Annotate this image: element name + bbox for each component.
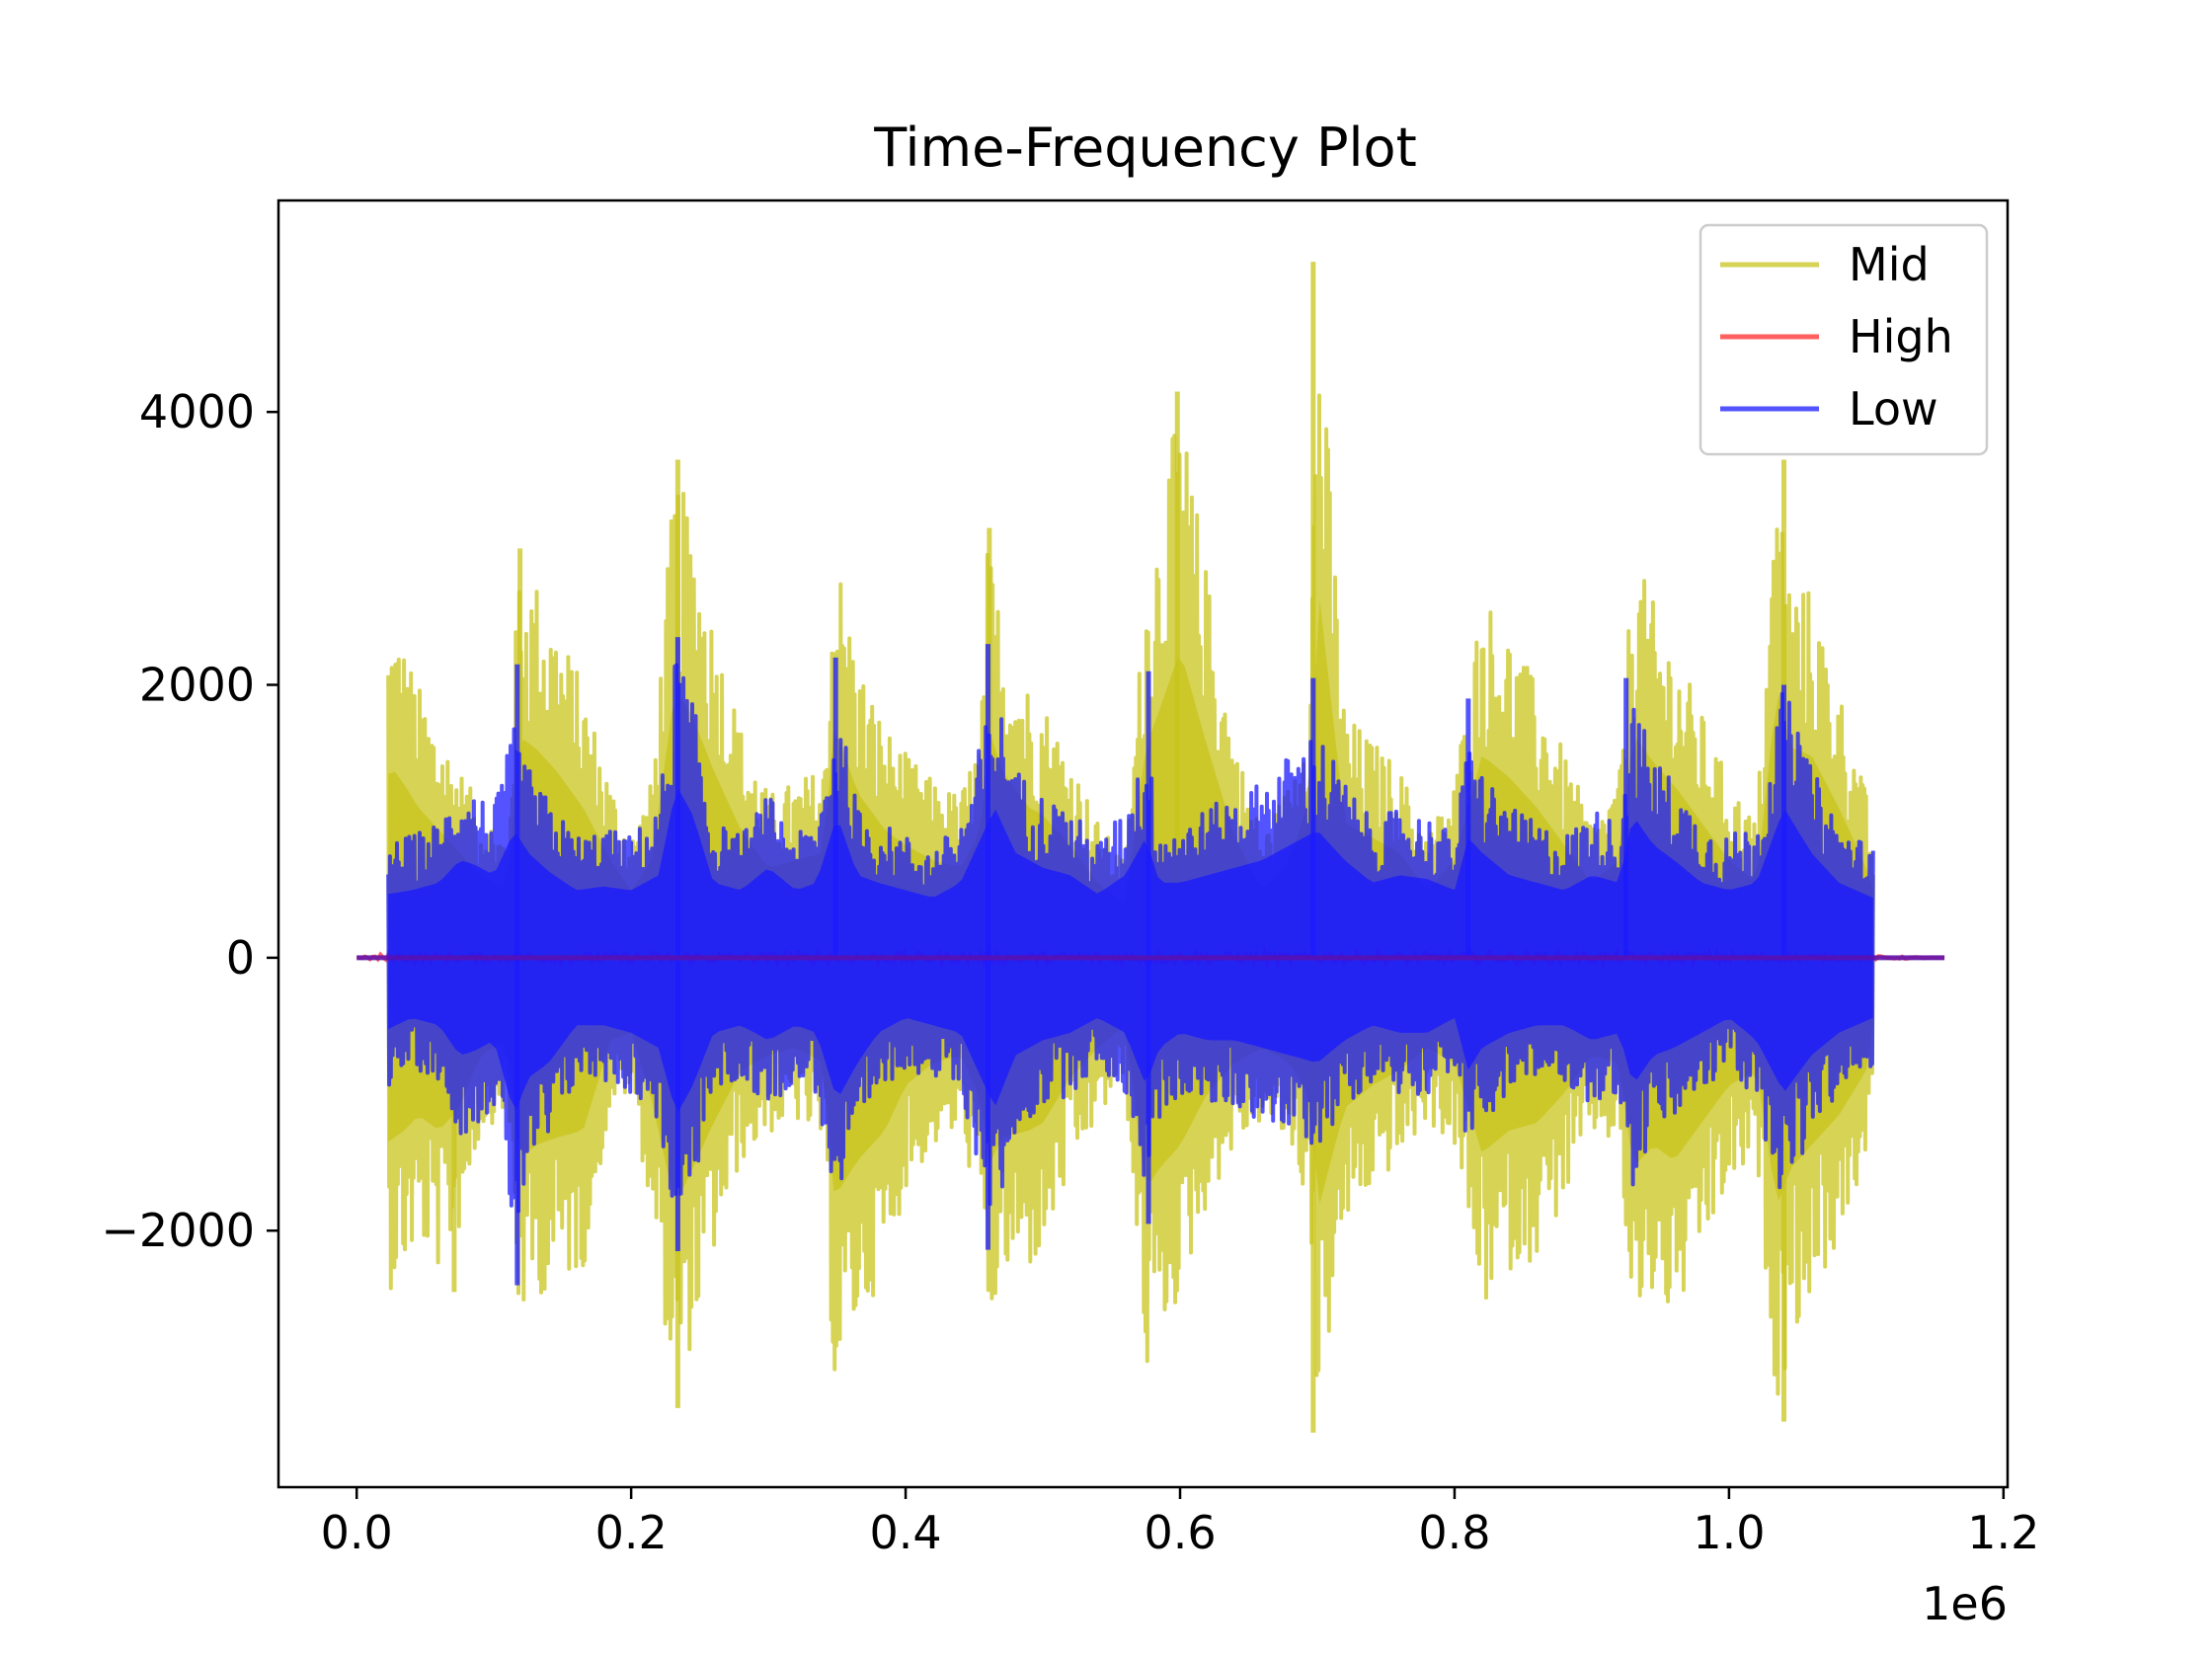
x-tick-label: 0.6: [1144, 1506, 1216, 1559]
y-tick-label: 2000: [139, 659, 255, 712]
x-axis: 0.0 0.2 0.4 0.6 0.8 1.0 1.2: [321, 1487, 2039, 1559]
x-tick-label: 0.8: [1418, 1506, 1490, 1559]
series-core-low: [388, 788, 1873, 1112]
y-tick-label: −2000: [101, 1204, 255, 1257]
axes-frame: [276, 198, 2010, 1489]
series-low: [386, 637, 1875, 1286]
x-tick-label: 1.2: [1967, 1506, 2039, 1559]
x-tick-label: 0.4: [870, 1506, 942, 1559]
plot-area: [356, 262, 1945, 1433]
x-tick-label: 1.0: [1693, 1506, 1765, 1559]
legend-box: [1698, 223, 1989, 456]
x-offset-label: 1e6: [1922, 1577, 2008, 1630]
x-tick-label: 0.0: [321, 1506, 393, 1559]
chart-title: Time-Frequency Plot: [873, 117, 1417, 179]
legend: Mid High Low: [1698, 223, 1989, 456]
y-axis: −2000 0 2000 4000: [101, 385, 278, 1257]
legend-label-low: Low: [1849, 382, 1938, 435]
x-tick-label: 0.2: [595, 1506, 668, 1559]
legend-label-mid: Mid: [1849, 238, 1930, 291]
y-tick-label: 0: [226, 931, 255, 985]
legend-label-high: High: [1849, 310, 1953, 363]
y-tick-label: 4000: [139, 385, 255, 438]
